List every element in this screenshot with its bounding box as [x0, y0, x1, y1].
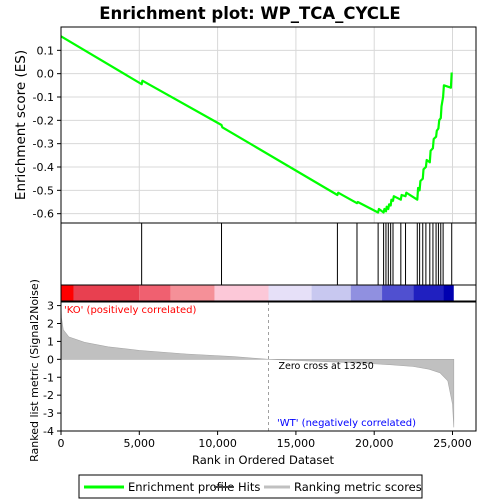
ranked-metric-panel: -4 -3 -2 -1 0 1 2 3 'KO' (positively correlated)…: [43, 300, 477, 450]
heatmap-segment: [382, 285, 414, 301]
positive-correlation-label: 'KO' (positively correlated): [64, 305, 196, 316]
heatmap-segment: [214, 285, 269, 301]
es-tick-label: 0.0: [37, 68, 55, 81]
heatmap-frame: [60, 284, 477, 302]
es-tick-label: -0.4: [33, 161, 54, 174]
legend-label: Ranking metric scores: [294, 480, 422, 494]
metric-tick-label: -4: [43, 425, 54, 438]
legend-label: Enrichment profile: [128, 480, 234, 494]
es-tick-label: -0.6: [33, 208, 54, 221]
es-tick-label: -0.3: [33, 138, 54, 151]
heatmap-segment: [350, 285, 383, 301]
legend-label: Hits: [238, 480, 260, 494]
heatmap-segment: [413, 285, 444, 301]
enrichment-score-panel: -0.6 -0.5 -0.4 -0.3 -0.2 -0.1 0.0 0.1: [33, 26, 477, 224]
legend-box: [78, 474, 423, 499]
negative-correlation-label: 'WT' (negatively correlated): [277, 418, 416, 429]
chart-title: Enrichment plot: WP_TCA_CYCLE: [99, 4, 400, 23]
x-tick-label: 20,000: [355, 437, 394, 450]
metric-axis-label: Ranked list metric (Signal2Noise): [28, 279, 41, 462]
metric-tick-label: -2: [43, 389, 54, 402]
metric-tick-label: 2: [47, 318, 54, 331]
metric-tick-label: 1: [47, 335, 54, 348]
ranking-metric-area: [60, 305, 455, 428]
heatmap-segment: [73, 285, 140, 301]
x-tick-label: 15,000: [277, 437, 316, 450]
zero-cross-label: Zero cross at 13250: [279, 361, 374, 372]
es-tick-label: 0.1: [37, 44, 55, 57]
es-axis-label: Enrichment score (ES): [13, 50, 29, 200]
hits-panel: [60, 222, 477, 302]
metric-plot-area: [61, 302, 476, 431]
x-tick-label: 25,000: [433, 437, 472, 450]
metric-tick-label: 3: [47, 300, 54, 313]
x-tick-label: 0: [58, 437, 65, 450]
legend: Enrichment profile Hits Ranking metric sco…: [78, 474, 423, 499]
metric-plot-frame: [60, 301, 477, 432]
hits-frame: [60, 222, 477, 286]
heatmap-segment: [139, 285, 171, 301]
heatmap-segment: [311, 285, 351, 301]
x-tick-label: 10,000: [198, 437, 237, 450]
es-tick-label: -0.5: [33, 184, 54, 197]
heatmap-segment: [443, 285, 454, 301]
metric-tick-label: -1: [43, 371, 54, 384]
metric-tick-label: -3: [43, 407, 54, 420]
enrichment-profile-line: [60, 35, 453, 214]
metric-tick-label: 0: [47, 353, 54, 366]
heatmap-segment: [268, 285, 312, 301]
heatmap-segment: [61, 285, 74, 301]
heatmap-segment: [170, 285, 215, 301]
es-plot-area: [61, 27, 476, 223]
x-axis-label: Rank in Ordered Dataset: [192, 453, 335, 467]
es-tick-label: -0.1: [33, 91, 54, 104]
x-tick-label: 5,000: [124, 437, 156, 450]
es-tick-label: -0.2: [33, 114, 54, 127]
